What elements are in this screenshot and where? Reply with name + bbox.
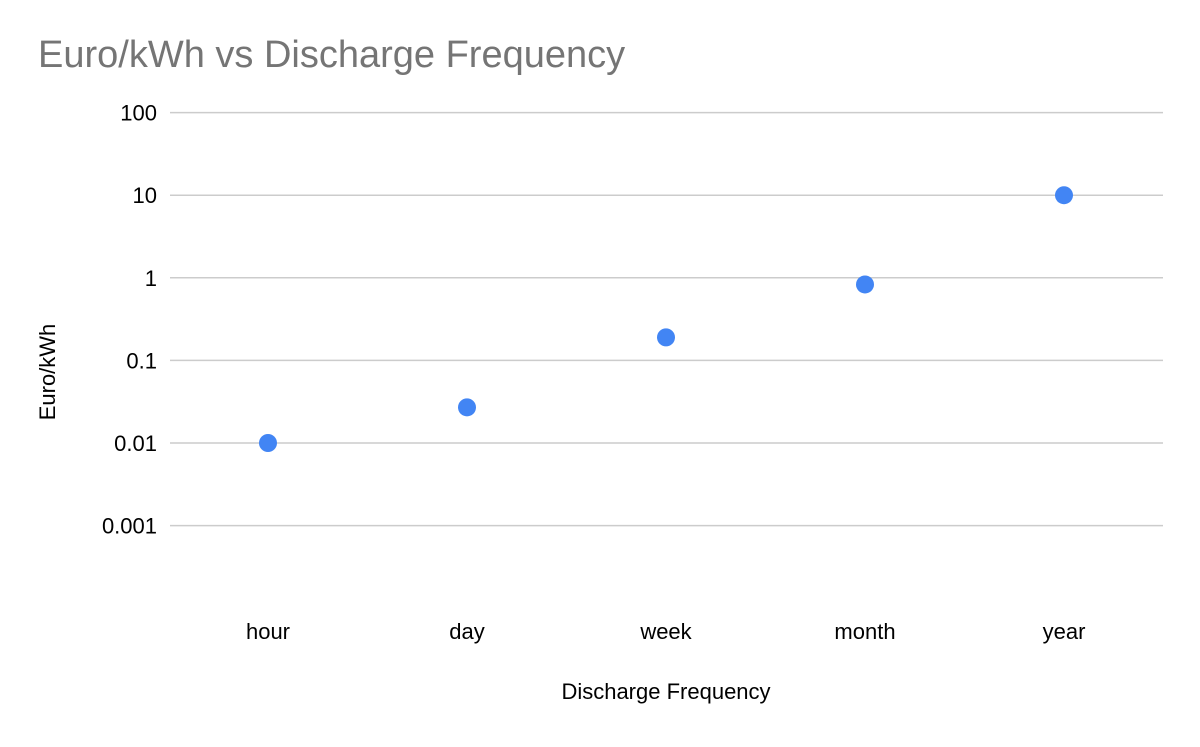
chart-title: Euro/kWh vs Discharge Frequency — [38, 34, 626, 76]
data-point-hour[interactable] — [259, 434, 277, 452]
x-tick-label: hour — [246, 619, 290, 644]
data-point-month[interactable] — [856, 275, 874, 294]
x-tick-label: year — [1043, 619, 1086, 644]
gridlines — [170, 111, 1163, 527]
data-point-week[interactable] — [657, 328, 675, 347]
x-axis-label: Discharge Frequency — [561, 679, 770, 704]
x-tick-label: week — [639, 619, 692, 644]
x-axis-ticks: hour day week month year — [246, 619, 1085, 644]
x-tick-label: month — [834, 619, 895, 644]
y-tick-label: 0.01 — [114, 431, 157, 456]
y-tick-label: 1 — [145, 266, 157, 291]
data-points — [259, 186, 1073, 452]
y-axis-ticks: 100 10 1 0.1 0.01 0.001 — [102, 101, 157, 539]
x-tick-label: day — [449, 619, 484, 644]
y-tick-label: 100 — [120, 101, 157, 126]
y-tick-label: 10 — [133, 183, 157, 208]
y-tick-label: 0.001 — [102, 514, 157, 539]
y-tick-label: 0.1 — [126, 348, 157, 373]
y-axis-label: Euro/kWh — [35, 324, 60, 421]
data-point-day[interactable] — [458, 398, 476, 417]
data-point-year[interactable] — [1055, 186, 1073, 205]
